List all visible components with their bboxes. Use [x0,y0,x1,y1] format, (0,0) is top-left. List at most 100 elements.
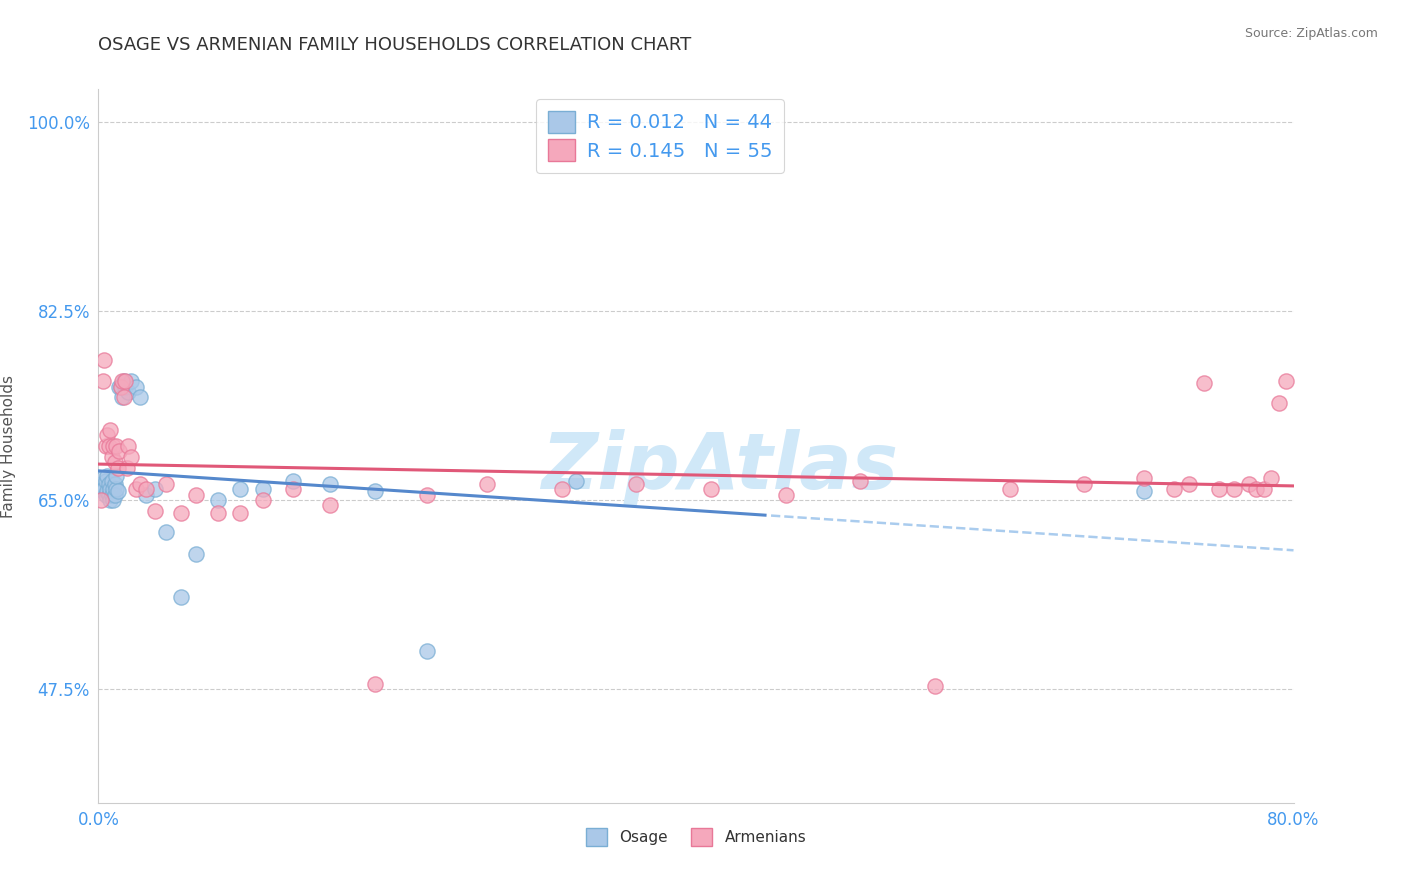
Point [94,474,117,488]
Point [96,428,118,442]
Point [101,450,124,464]
Point [143,482,166,496]
Point [135,482,157,496]
Point [104,488,127,502]
Point [207,506,229,520]
Point [111,390,134,404]
Point [1178,476,1201,491]
Point [89,482,111,496]
Point [1237,476,1260,491]
Point [1223,482,1246,496]
Point [229,482,252,496]
Point [120,374,142,388]
Text: OSAGE VS ARMENIAN FAMILY HOUSEHOLDS CORRELATION CHART: OSAGE VS ARMENIAN FAMILY HOUSEHOLDS CORR… [98,36,692,54]
Point [319,499,342,513]
Point [155,476,177,491]
Point [111,374,134,388]
Point [91,471,114,485]
Text: Source: ZipAtlas.com: Source: ZipAtlas.com [1244,27,1378,40]
Point [103,493,125,508]
Point [114,374,136,388]
Point [1073,476,1095,491]
Point [281,474,304,488]
Point [184,488,207,502]
Point [129,390,152,404]
Point [1208,482,1230,496]
Point [125,379,148,393]
Point [229,506,252,520]
Point [117,384,139,399]
Point [105,439,128,453]
Point [98,493,122,508]
Point [104,476,127,491]
Point [364,677,387,691]
Point [112,390,135,404]
Point [91,374,114,388]
Text: ZipAtlas: ZipAtlas [541,429,898,506]
Point [114,379,136,393]
Point [97,439,120,453]
Point [101,488,124,502]
Point [96,484,118,499]
Point [115,460,138,475]
Legend: Osage, Armenians: Osage, Armenians [579,822,813,852]
Point [101,474,124,488]
Point [1260,471,1282,485]
Point [105,469,128,483]
Point [129,476,152,491]
Point [93,482,115,496]
Point [117,439,139,453]
Point [252,493,274,508]
Point [98,482,122,496]
Point [565,474,588,488]
Point [94,488,117,502]
Point [184,547,207,561]
Point [105,482,128,496]
Point [103,482,125,496]
Point [364,484,387,499]
Point [1275,374,1298,388]
Point [97,476,120,491]
Point [90,476,112,491]
Y-axis label: Family Households: Family Households [1,375,15,517]
Point [1163,482,1185,496]
Point [924,679,946,693]
Point [135,488,157,502]
Point [281,482,304,496]
Point [626,476,648,491]
Point [1267,396,1289,410]
Point [94,439,117,453]
Point [110,379,132,393]
Point [475,476,498,491]
Point [120,450,142,464]
Point [125,482,148,496]
Point [155,525,177,540]
Point [98,423,122,437]
Point [1133,471,1156,485]
Point [416,644,439,658]
Point [107,460,129,475]
Point [96,469,118,483]
Point [107,484,129,499]
Point [103,439,125,453]
Point [90,493,112,508]
Point [169,591,191,605]
Point [700,482,723,496]
Point [104,455,127,469]
Point [169,506,191,520]
Point [1244,482,1267,496]
Point [1133,484,1156,499]
Point [849,474,872,488]
Point [108,379,131,393]
Point [998,482,1021,496]
Point [416,488,439,502]
Point [143,504,166,518]
Point [110,379,132,393]
Point [1253,482,1275,496]
Point [775,488,797,502]
Point [550,482,572,496]
Point [112,374,135,388]
Point [1192,376,1215,391]
Point [207,493,229,508]
Point [319,476,342,491]
